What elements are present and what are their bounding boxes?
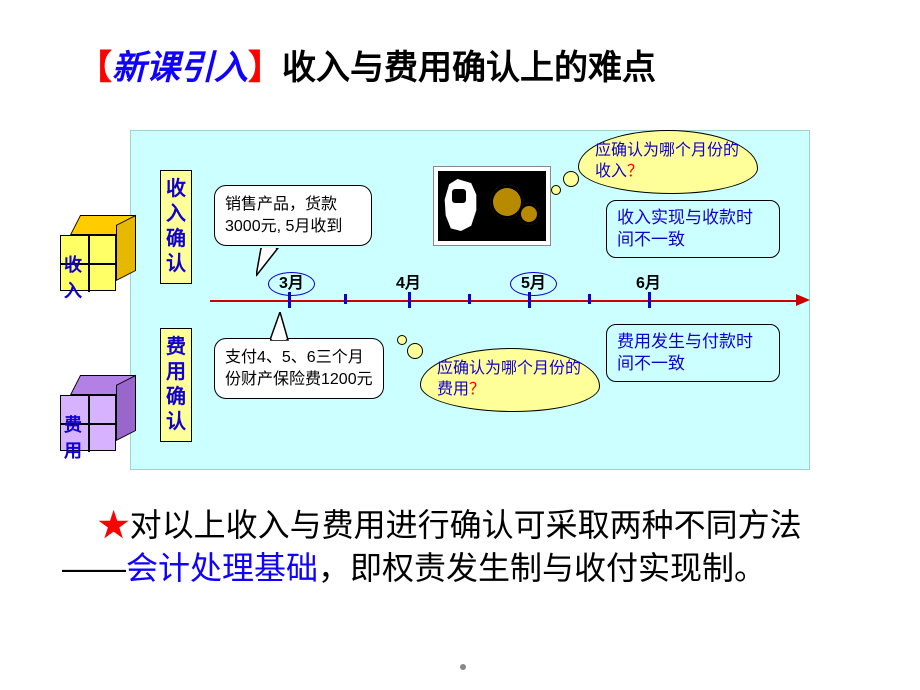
timeline-arrowhead — [796, 294, 810, 306]
conclusion-star: ★ — [98, 507, 130, 543]
conclusion: ★对以上收入与费用进行确认可采取两种不同方法——会计处理基础，即权责发生制与收付… — [62, 504, 862, 590]
info-income: 收入实现与收款时间不一致 — [606, 200, 780, 258]
tick-5b — [588, 294, 591, 304]
income-cube: 收入 — [60, 215, 136, 291]
month-6: 6月 — [636, 272, 661, 296]
page-title: 【新课引入】收入与费用确认上的难点 — [78, 40, 656, 89]
cloud-income-q-text: 应确认为哪个月份的收入 — [595, 142, 739, 180]
month-5: 5月 — [510, 272, 557, 296]
income-cube-label: 收入 — [64, 251, 116, 303]
conclusion-term: 会计处理基础 — [126, 550, 318, 586]
tick-3b — [344, 294, 347, 304]
vlabel-expense-text: 费用确认 — [166, 336, 186, 433]
expense-cube: 费用 — [60, 375, 136, 451]
expense-cube-label: 费用 — [64, 411, 116, 463]
title-rest: 收入与费用确认上的难点 — [282, 49, 656, 87]
timeline-axis — [210, 300, 798, 302]
bubble-sale: 销售产品，货款3000元, 5月收到 — [214, 185, 372, 246]
bubble-insurance: 支付4、5、6三个月份财产保险费1200元 — [214, 338, 384, 399]
title-highlight: 新课引入 — [112, 49, 248, 87]
bubble-insurance-tail — [270, 312, 300, 342]
vlabel-expense: 费用确认 — [160, 328, 192, 442]
cloud-expense-q-mark: ？ — [469, 381, 485, 398]
tick-4b — [468, 294, 471, 304]
month-3: 3月 — [268, 272, 315, 296]
bubble-sale-text: 销售产品，货款3000元, 5月收到 — [225, 196, 342, 235]
title-bracket-close: 】 — [248, 49, 282, 87]
info-income-text: 收入实现与收款时间不一致 — [617, 208, 753, 249]
vlabel-income-text: 收入确认 — [166, 178, 186, 275]
cloud-expense-q-text: 应确认为哪个月份的费用 — [437, 360, 581, 398]
conclusion-part2: ，即权责发生制与收付实现制。 — [318, 550, 766, 586]
thinking-clipart — [434, 167, 550, 245]
slide-dot — [460, 664, 466, 670]
info-expense: 费用发生与付款时间不一致 — [606, 324, 780, 382]
vlabel-income: 收入确认 — [160, 170, 192, 284]
cloud-income-q-mark: ？ — [627, 163, 643, 180]
info-expense-text: 费用发生与付款时间不一致 — [617, 332, 753, 373]
title-bracket-open: 【 — [78, 49, 112, 87]
month-4: 4月 — [396, 272, 421, 296]
bubble-insurance-text: 支付4、5、6三个月份财产保险费1200元 — [225, 349, 373, 388]
